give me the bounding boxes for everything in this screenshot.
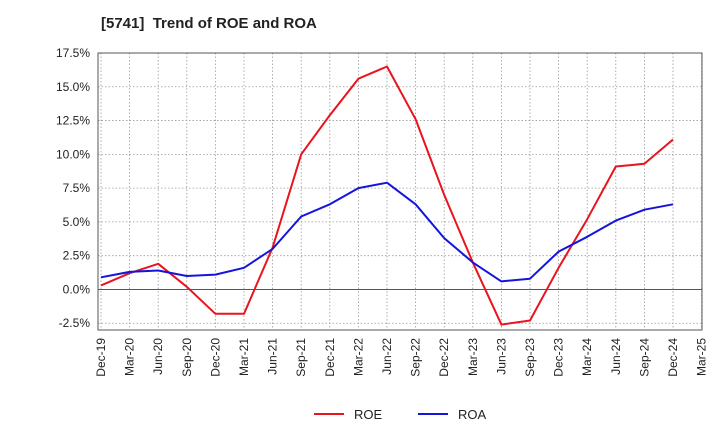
x-tick-label: Mar-24: [580, 338, 594, 376]
x-tick-label: Dec-23: [552, 338, 566, 377]
x-tick-label: Dec-22: [437, 338, 451, 377]
y-tick-label: 15.0%: [56, 80, 90, 94]
x-tick-label: Mar-21: [237, 338, 251, 376]
y-tick-label: 17.5%: [56, 46, 90, 60]
x-tick-label: Dec-21: [323, 338, 337, 377]
y-tick-label: 12.5%: [56, 114, 90, 128]
legend-label-roa: ROA: [458, 407, 487, 422]
x-tick-label: Mar-25: [695, 338, 709, 376]
x-tick-label: Sep-20: [180, 338, 194, 377]
x-tick-label: Sep-24: [637, 338, 651, 377]
chart-title: [5741] Trend of ROE and ROA: [101, 15, 317, 32]
plot-frame: [97, 52, 703, 331]
x-tick-label: Jun-21: [266, 338, 280, 375]
y-tick-label: 0.0%: [63, 282, 91, 296]
x-tick-label: Sep-21: [294, 338, 308, 377]
x-tick-label: Jun-23: [494, 338, 508, 375]
x-tick-label: Sep-23: [523, 338, 537, 377]
y-tick-label: 7.5%: [63, 181, 91, 195]
x-tick-label: Sep-22: [409, 338, 423, 377]
x-tick-label: Dec-24: [666, 338, 680, 377]
x-tick-label: Jun-22: [380, 338, 394, 375]
x-tick-label: Mar-20: [123, 338, 137, 376]
x-tick-label: Mar-23: [466, 338, 480, 376]
x-tick-label: Dec-19: [94, 338, 108, 377]
x-tick-label: Jun-20: [151, 338, 165, 375]
x-tick-label: Jun-24: [609, 338, 623, 375]
x-tick-label: Mar-22: [351, 338, 365, 376]
y-tick-label: -2.5%: [59, 316, 91, 330]
y-tick-label: 5.0%: [63, 215, 91, 229]
y-tick-label: 10.0%: [56, 147, 90, 161]
y-tick-label: 2.5%: [63, 249, 91, 263]
x-tick-label: Dec-20: [208, 338, 222, 377]
legend-label-roe: ROE: [354, 407, 383, 422]
